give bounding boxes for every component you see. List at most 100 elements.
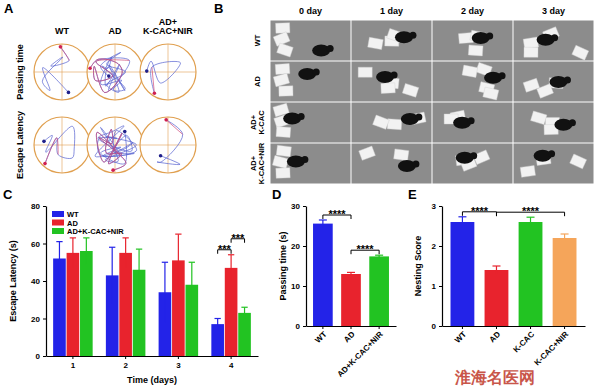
error-bar (228, 255, 234, 281)
nest-photo (433, 21, 513, 61)
nest-paper (273, 73, 289, 86)
water-maze-arena (140, 44, 196, 100)
swim-path (90, 52, 130, 92)
bar (80, 251, 93, 356)
nest-paper (277, 43, 293, 57)
x-tick: AD (342, 326, 357, 344)
nest-paper (373, 115, 390, 129)
error-bar (175, 234, 181, 287)
bar (238, 313, 251, 356)
arena-circle (140, 44, 196, 100)
panel-a: AWTADAD+K-CAC+NIRPassing timeEscape Late… (4, 1, 196, 179)
error-bar-line (231, 255, 232, 281)
y-tick-mark (303, 286, 306, 287)
nest-paper (468, 45, 483, 56)
x-axis-title: Time (days) (127, 375, 177, 385)
swim-path (157, 120, 183, 165)
axis-line (47, 356, 259, 357)
error-bar (56, 242, 62, 276)
axis-line (443, 326, 586, 327)
nest-paper (275, 64, 290, 75)
column-header: WT (55, 26, 69, 36)
nest-photo (352, 103, 432, 143)
nest-paper (402, 83, 418, 97)
row-header: AD (253, 76, 262, 87)
y-tick-mark (303, 206, 306, 207)
nest-photo (352, 21, 432, 61)
x-tick-mark (351, 326, 352, 329)
error-bar-cap (215, 318, 221, 319)
column-header: 2 day (461, 6, 484, 16)
swim-path (96, 129, 126, 170)
chart-panel: D0102030WTADAD+K-CAC+NIRPassing time (s)… (272, 187, 397, 379)
row-header: AD+K-CAC+NIR (249, 142, 267, 184)
nest-photo (514, 144, 594, 184)
nest-paper (570, 154, 587, 169)
error-bar (215, 319, 221, 330)
error-bar-line (138, 249, 139, 290)
nest-paper (359, 146, 376, 160)
mouse-head (499, 72, 506, 79)
y-tick-label: 80 (31, 202, 40, 211)
mouse-head (569, 119, 576, 126)
water-maze-arena (34, 117, 90, 173)
bar (341, 274, 361, 326)
photo-background (514, 21, 594, 61)
x-tick-label: WT (313, 330, 328, 345)
error-bar-line (112, 247, 113, 303)
legend-swatch (52, 220, 64, 226)
error-bar-cap (162, 262, 168, 263)
significance-label: *** (218, 243, 232, 255)
arena-circle (140, 117, 196, 173)
nest-paper (462, 65, 478, 77)
error-bar (122, 238, 128, 268)
x-tick: K-CAC (512, 326, 537, 354)
nest-photo (514, 21, 594, 61)
error-bar (319, 220, 327, 227)
error-bar-line (217, 319, 218, 330)
y-tick-mark (439, 246, 442, 247)
y-tick-label: 0 (296, 322, 301, 331)
y-tick-label: 1 (432, 282, 437, 291)
y-axis-title: Escape Latency (s) (8, 240, 18, 322)
x-tick-mark (496, 326, 497, 329)
y-tick: 20 (291, 242, 306, 251)
panel-label: A (4, 1, 14, 16)
panel-label: E (408, 187, 417, 202)
error-bar-cap (241, 307, 247, 308)
swim-path (90, 59, 129, 93)
y-tick-label: 2 (432, 242, 437, 251)
plot-area (451, 217, 577, 326)
arena-circle (87, 44, 143, 100)
water-maze-arena (34, 44, 90, 100)
bar (451, 222, 475, 326)
error-bar-cap (70, 237, 76, 238)
row-header: Escape Latency (15, 111, 25, 179)
bar (119, 253, 132, 356)
end-dot (107, 74, 111, 78)
arena-circle (87, 117, 143, 173)
background (0, 0, 600, 388)
y-axis: 0123 (432, 202, 443, 331)
plot-area (53, 234, 251, 356)
y-axis: 020406080 (31, 202, 46, 361)
photo-background (271, 62, 351, 102)
x-axis: WTADAD+K-CAC+NIR (307, 326, 397, 379)
y-tick: 40 (31, 277, 46, 286)
mouse-head (548, 150, 555, 157)
y-tick: 2 (432, 242, 442, 251)
row-header: AD+K-CAC (249, 110, 267, 135)
end-dot (145, 69, 149, 73)
legend-label: AD+K-CAC+NIR (67, 227, 124, 236)
axis-line (46, 207, 47, 357)
mouse-head (412, 160, 419, 167)
error-bar (527, 217, 535, 227)
error-bar (70, 238, 76, 268)
figure-root: AWTADAD+K-CAC+NIRPassing timeEscape Late… (0, 0, 600, 388)
start-dot (88, 67, 92, 71)
error-bar-line (496, 266, 497, 274)
y-tick-mark (303, 246, 306, 247)
nest-paper (368, 37, 384, 49)
y-tick-mark (43, 319, 46, 320)
error-bar-line (59, 242, 60, 276)
